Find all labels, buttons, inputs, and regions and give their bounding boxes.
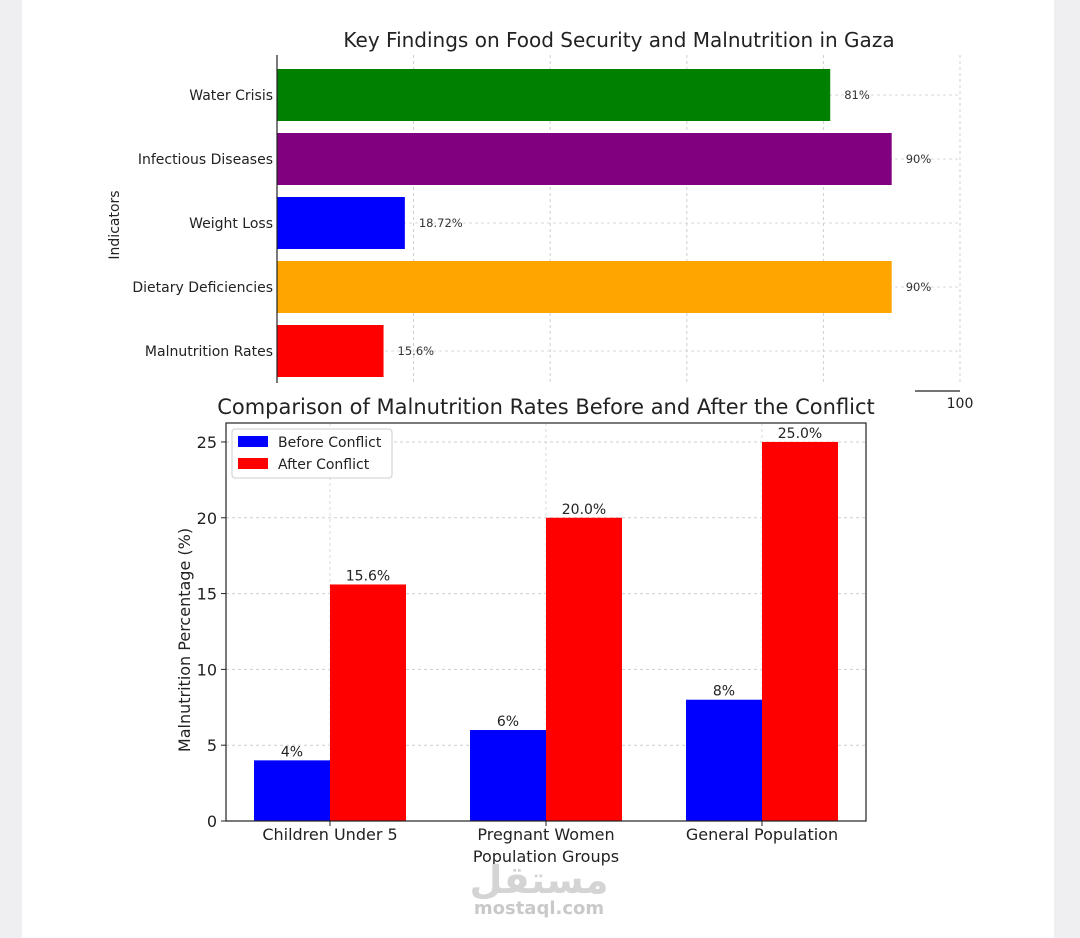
chart2-x-category-label: Pregnant Women xyxy=(477,825,614,844)
watermark-site: mostaql.com xyxy=(474,898,604,919)
chart2-data-label: 15.6% xyxy=(346,568,390,584)
chart2-x-category-label: Children Under 5 xyxy=(262,825,397,844)
chart2-x-category-label: General Population xyxy=(686,825,838,844)
chart1-value-label: 81% xyxy=(844,88,870,102)
chart1-value-label: 15.6% xyxy=(398,344,435,358)
chart2-y-tick-label: 20 xyxy=(197,509,217,528)
chart2-bars xyxy=(254,441,838,821)
legend-label-after: After Conflict xyxy=(278,457,370,473)
chart2-legend: Before Conflict After Conflict xyxy=(231,428,393,479)
comparison-chart: Comparison of Malnutrition Rates Before … xyxy=(175,395,875,866)
legend-swatch-after xyxy=(238,458,268,469)
chart2-bar xyxy=(470,730,546,821)
chart1-title: Key Findings on Food Security and Malnut… xyxy=(343,28,894,52)
figure-canvas: Key Findings on Food Security and Malnut… xyxy=(22,0,1054,938)
chart2-data-label: 4% xyxy=(281,744,303,760)
chart2-y-tick-label: 25 xyxy=(197,433,217,452)
chart1-bar xyxy=(277,69,831,121)
chart1-x-tick-100: 100 xyxy=(947,396,974,412)
chart2-bar xyxy=(546,517,622,821)
chart2-x-axis-label: Population Groups xyxy=(473,847,619,866)
chart1-category-labels: Water Crisis Infectious Diseases Weight Lo… xyxy=(132,88,273,360)
chart2-bar xyxy=(686,699,762,821)
chart1-category-label: Malnutrition Rates xyxy=(145,344,273,360)
legend-swatch-before xyxy=(238,436,268,447)
chart2-data-label: 20.0% xyxy=(562,502,606,518)
chart1-bar xyxy=(277,133,892,185)
chart1-value-label: 18.72% xyxy=(419,216,463,230)
chart1-bar xyxy=(277,197,405,249)
chart2-y-tick-label: 15 xyxy=(197,585,217,604)
legend-box xyxy=(231,428,393,479)
chart2-data-labels: 4% 15.6% 6% 20.0% 8% 25.0% xyxy=(281,426,822,760)
chart2-bar xyxy=(330,584,406,821)
chart2-data-label: 8% xyxy=(713,684,735,700)
chart1-bar xyxy=(277,325,384,377)
key-findings-chart: Key Findings on Food Security and Malnut… xyxy=(107,28,973,412)
chart1-bars xyxy=(277,69,892,377)
charts-svg: Key Findings on Food Security and Malnut… xyxy=(107,28,973,919)
chart1-value-labels: 81% 90% 18.72% 90% 15.6% xyxy=(398,88,932,358)
watermark: مستقل mostaql.com xyxy=(470,858,609,919)
chart2-x-category-labels: Children Under 5 Pregnant Women General Po… xyxy=(262,821,838,844)
chart2-bar xyxy=(762,441,838,821)
chart1-value-label: 90% xyxy=(906,152,932,166)
chart1-category-label: Water Crisis xyxy=(189,88,273,104)
chart2-data-label: 25.0% xyxy=(778,426,822,442)
chart2-plot-frame xyxy=(225,422,867,822)
legend-label-before: Before Conflict xyxy=(278,435,382,451)
chart1-value-label: 90% xyxy=(906,280,932,294)
chart2-y-axis-label: Malnutrition Percentage (%) xyxy=(175,528,194,752)
chart1-y-axis-label: Indicators xyxy=(107,190,123,259)
chart1-category-label: Weight Loss xyxy=(189,216,273,232)
chart2-bar xyxy=(254,760,330,821)
chart2-title: Comparison of Malnutrition Rates Before … xyxy=(217,395,875,419)
chart1-bar xyxy=(277,261,892,313)
watermark-logo: مستقل xyxy=(470,858,609,902)
chart2-y-tick-label: 5 xyxy=(207,736,217,755)
chart2-y-tick-label: 10 xyxy=(197,660,217,679)
chart2-data-label: 6% xyxy=(497,714,519,730)
chart2-y-tick-label: 0 xyxy=(207,812,217,831)
chart1-category-label: Dietary Deficiencies xyxy=(132,280,273,296)
chart2-y-ticks: 0 5 10 15 20 25 xyxy=(197,433,226,831)
chart1-category-label: Infectious Diseases xyxy=(138,152,273,168)
